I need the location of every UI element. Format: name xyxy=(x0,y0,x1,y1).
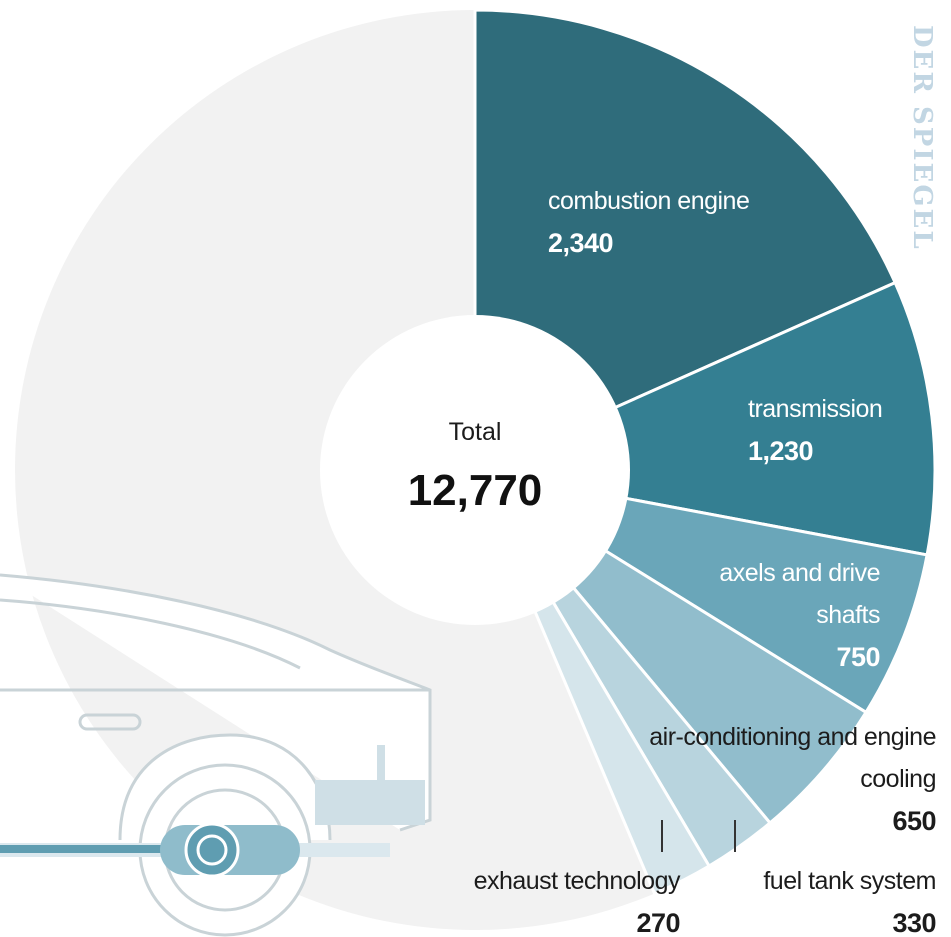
value-label: 1,230 xyxy=(748,436,814,466)
donut-hole xyxy=(320,315,630,625)
category-label: combustion engine xyxy=(548,187,750,215)
category-label: fuel tank system xyxy=(763,867,936,895)
value-label: 270 xyxy=(636,908,680,937)
total-value: 12,770 xyxy=(408,466,543,515)
segment-label: air-conditioning and engine cooling 650 xyxy=(640,716,936,842)
total-label: Total xyxy=(449,418,502,446)
segment-label: combustion engine 2,340 xyxy=(548,180,868,264)
category-label: axels and drive shafts xyxy=(719,559,880,629)
segment-label: fuel tank system 330 xyxy=(700,860,936,937)
donut-segment xyxy=(473,8,898,473)
value-label: 650 xyxy=(892,806,936,836)
category-label: transmission xyxy=(748,395,883,423)
value-label: 2,340 xyxy=(548,228,614,258)
segment-label: exhaust technology 270 xyxy=(400,860,681,937)
category-label: air-conditioning and engine cooling xyxy=(649,723,936,793)
car-illustration xyxy=(0,573,432,937)
logo: DER SPIEGEL xyxy=(907,25,937,251)
category-label: exhaust technology xyxy=(473,867,681,895)
value-label: 750 xyxy=(836,642,880,672)
segment-label: axels and drive shafts 750 xyxy=(700,552,880,678)
value-label: 330 xyxy=(892,908,936,937)
segment-label: transmission 1,230 xyxy=(748,388,938,472)
